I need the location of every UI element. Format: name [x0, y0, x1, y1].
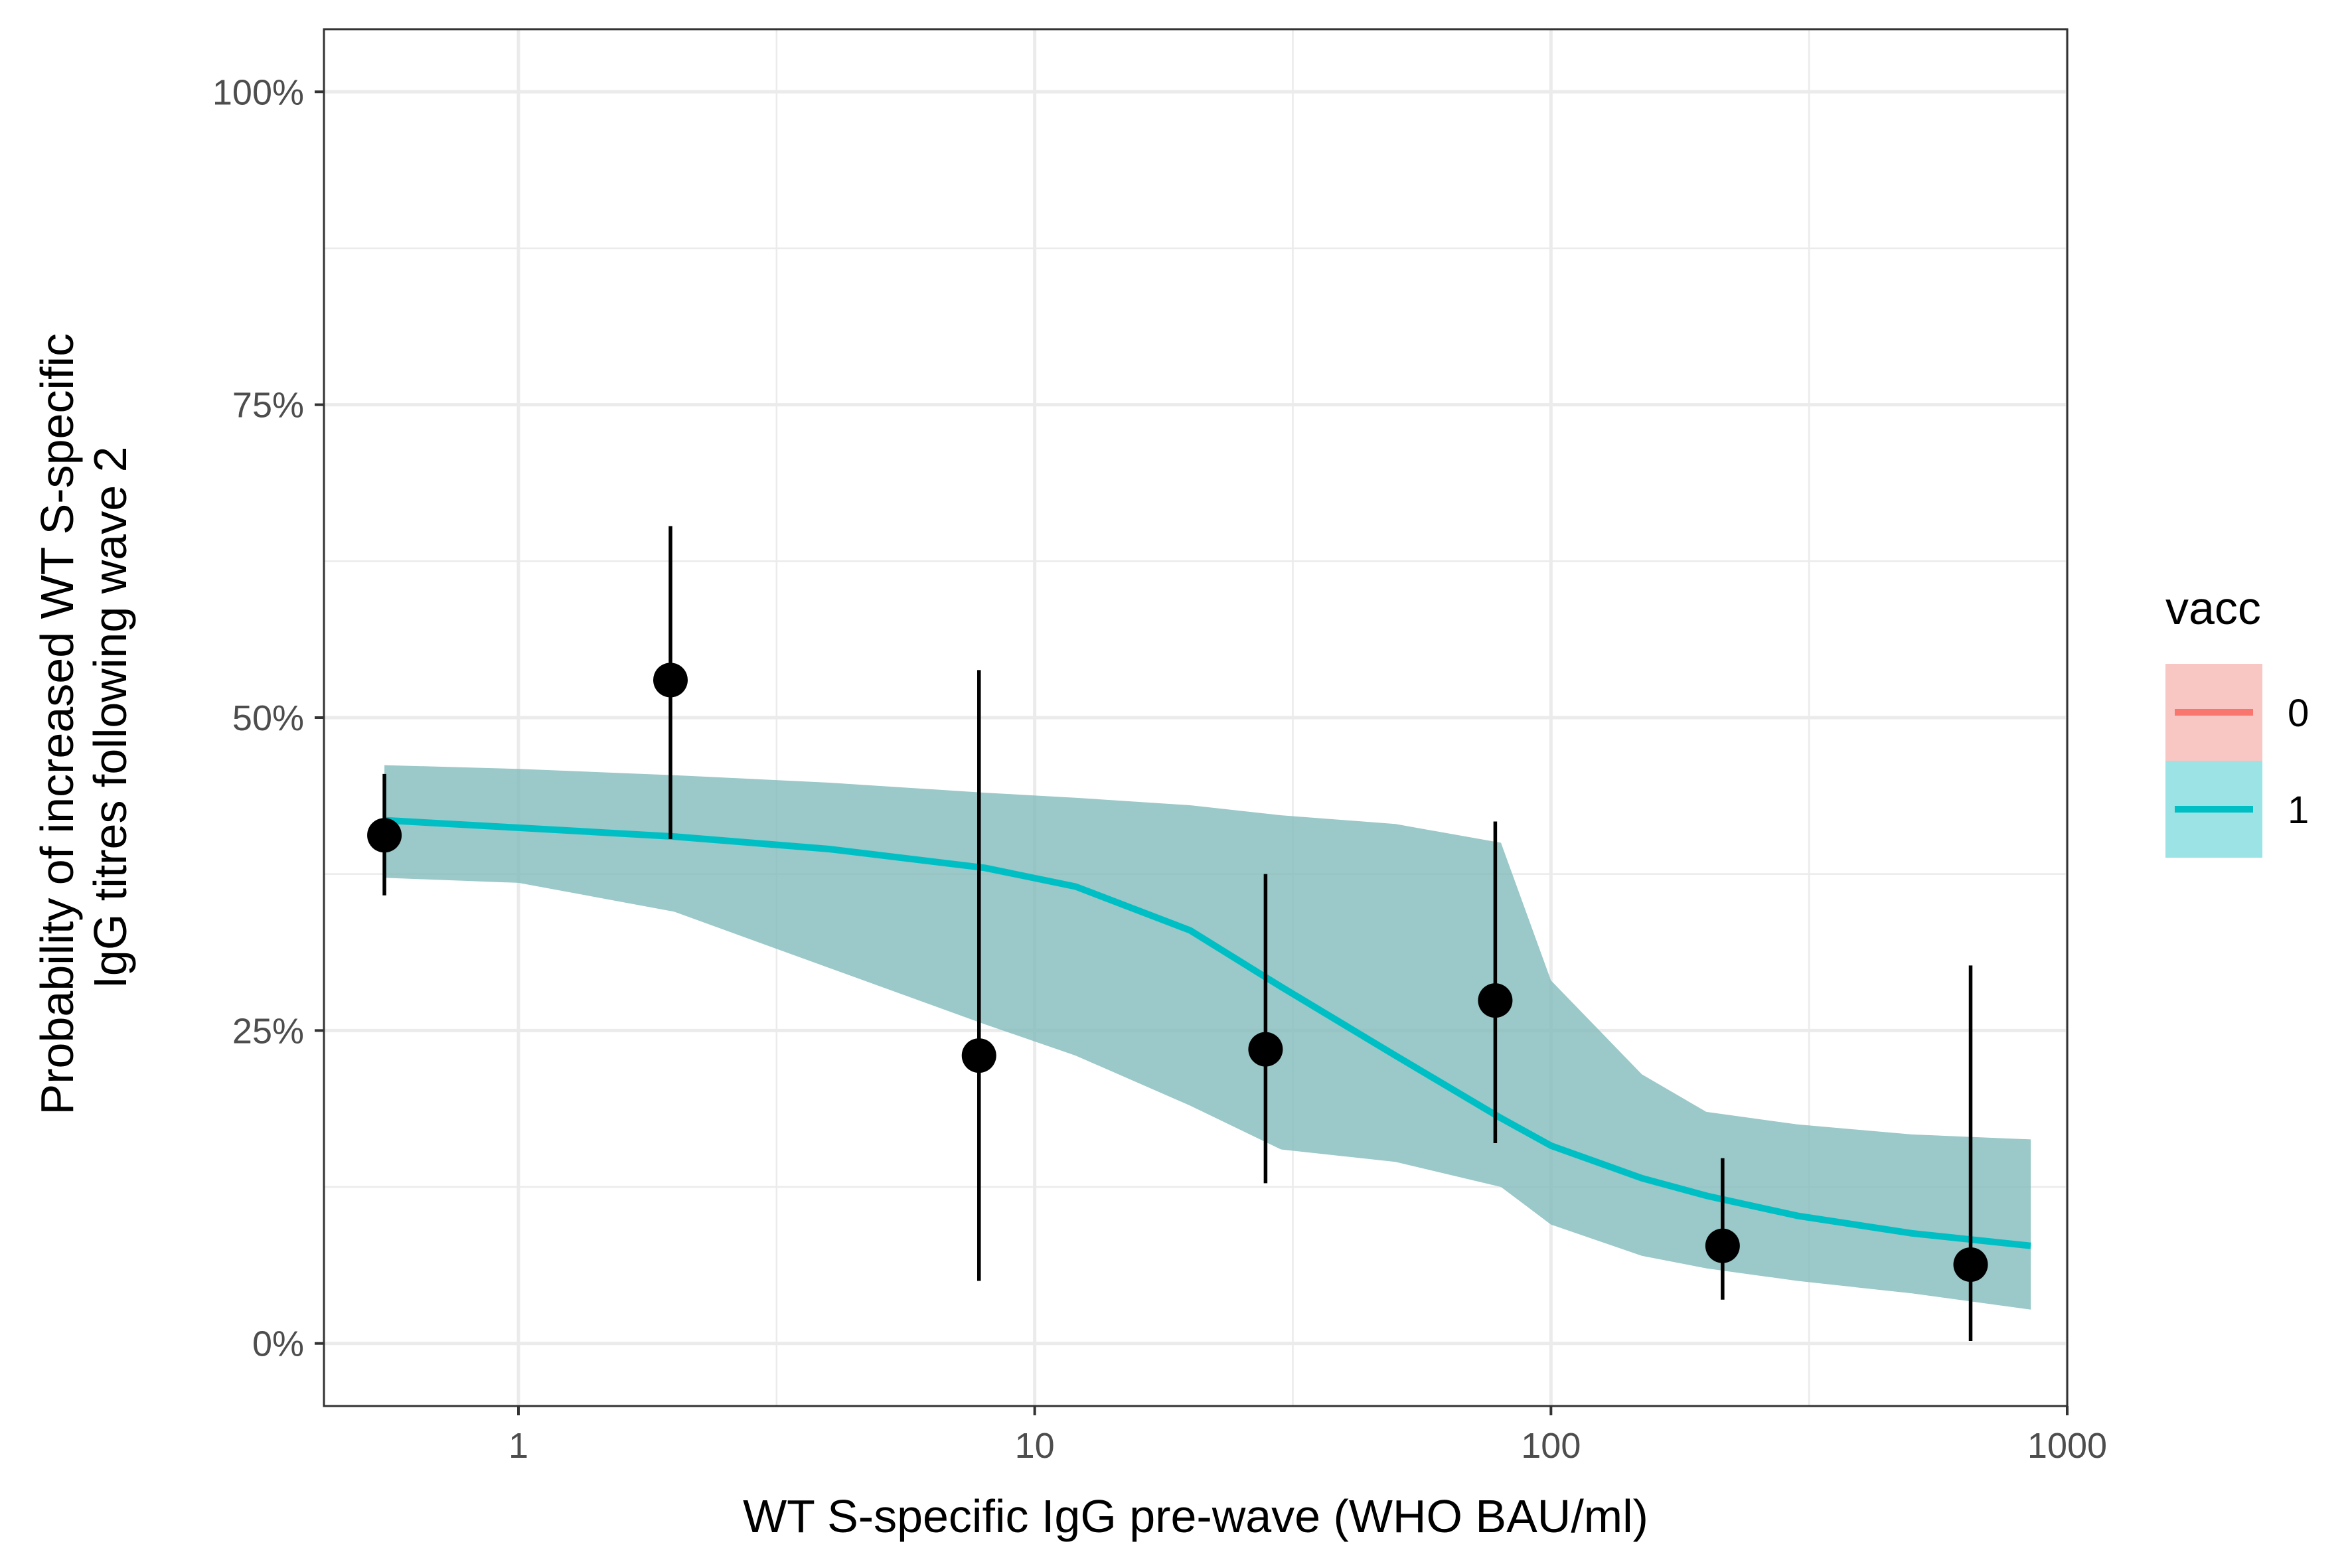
- y-tick-label: 0%: [252, 1324, 304, 1364]
- data-point: [1705, 1228, 1740, 1263]
- legend-label: 0: [2288, 692, 2309, 735]
- x-axis-title: WT S-specific IgG pre-wave (WHO BAU/ml): [743, 1490, 1648, 1542]
- x-tick-label: 1: [509, 1426, 528, 1466]
- x-tick-label: 100: [1521, 1426, 1581, 1466]
- y-axis-title: Probability of increased WT S-specific I…: [31, 321, 136, 1115]
- data-point: [1248, 1032, 1283, 1067]
- y-tick-label: 75%: [232, 386, 304, 426]
- y-tick-label: 50%: [232, 698, 304, 738]
- data-point: [653, 663, 688, 698]
- y-axis-title-line-1: Probability of increased WT S-specific: [31, 333, 83, 1115]
- legend-title: vacc: [2165, 582, 2261, 634]
- data-point: [1478, 983, 1513, 1018]
- fit-line: [384, 817, 2031, 1249]
- y-axis-title-line-2: IgG titres following wave 2: [84, 446, 136, 988]
- x-tick-label: 10: [1015, 1426, 1055, 1466]
- y-tick-label: 100%: [212, 72, 304, 112]
- x-axis: 1 10 100 1000: [509, 1406, 2107, 1466]
- x-tick-label: 1000: [2027, 1426, 2107, 1466]
- y-axis: 0% 25% 50% 75% 100%: [212, 72, 324, 1364]
- data-point: [961, 1038, 996, 1073]
- data-point: [1953, 1247, 1988, 1282]
- legend: vacc 01: [2165, 582, 2309, 858]
- confidence-band-layer: [384, 765, 2031, 1310]
- point-layer: [367, 663, 1988, 1282]
- y-tick-label: 25%: [232, 1011, 304, 1051]
- confidence-band: [384, 765, 2031, 1310]
- data-point: [367, 818, 402, 853]
- legend-label: 1: [2288, 789, 2309, 832]
- legend-entries: 01: [2165, 664, 2309, 858]
- fit-line-layer: [384, 817, 2031, 1249]
